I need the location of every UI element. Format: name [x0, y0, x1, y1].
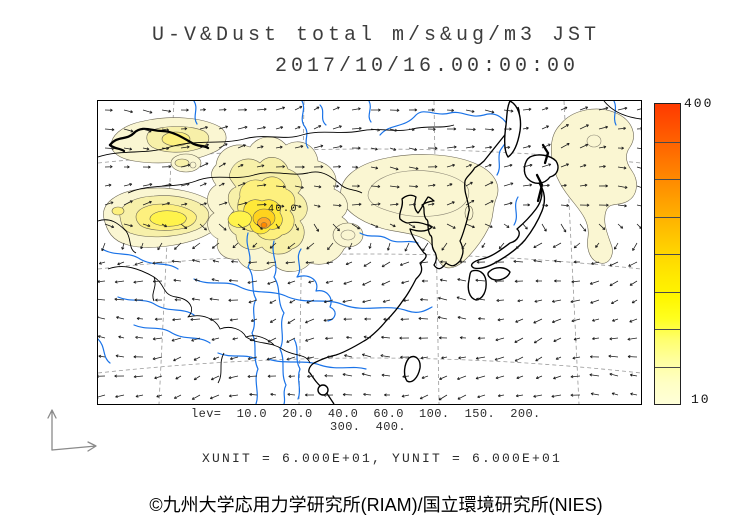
plot-title: U-V&Dust total m/s&ug/m3 JST: [151, 24, 601, 47]
wind-vectors: [98, 105, 641, 401]
ridge-marks: [108, 127, 550, 203]
axis-arrows-icon: [47, 409, 97, 452]
coastlines: [308, 101, 559, 404]
colorbar: [654, 103, 681, 405]
colorbar-max-label: 400: [684, 96, 714, 111]
country-borders: [98, 101, 641, 384]
contour-value-label: 40.0: [268, 204, 298, 215]
colorbar-min-label: 10: [691, 392, 711, 407]
map-plot-area: 40.0: [97, 100, 642, 405]
rivers: [98, 101, 617, 404]
contour-levels-line2: 300. 400.: [330, 420, 407, 434]
map-canvas: 40.0: [98, 101, 641, 404]
plot-timestamp: 2017/10/16.00:00:00: [274, 55, 580, 78]
copyright-credit: ©九州大学応用力学研究所(RIAM)/国立環境研究所(NIES): [149, 495, 603, 515]
vector-units-line: XUNIT = 6.000E+01, YUNIT = 6.000E+01: [202, 451, 563, 466]
dust-contours: [103, 108, 637, 272]
contour-levels-line1: lev= 10.0 20.0 40.0 60.0 100. 150. 200.: [191, 407, 541, 421]
